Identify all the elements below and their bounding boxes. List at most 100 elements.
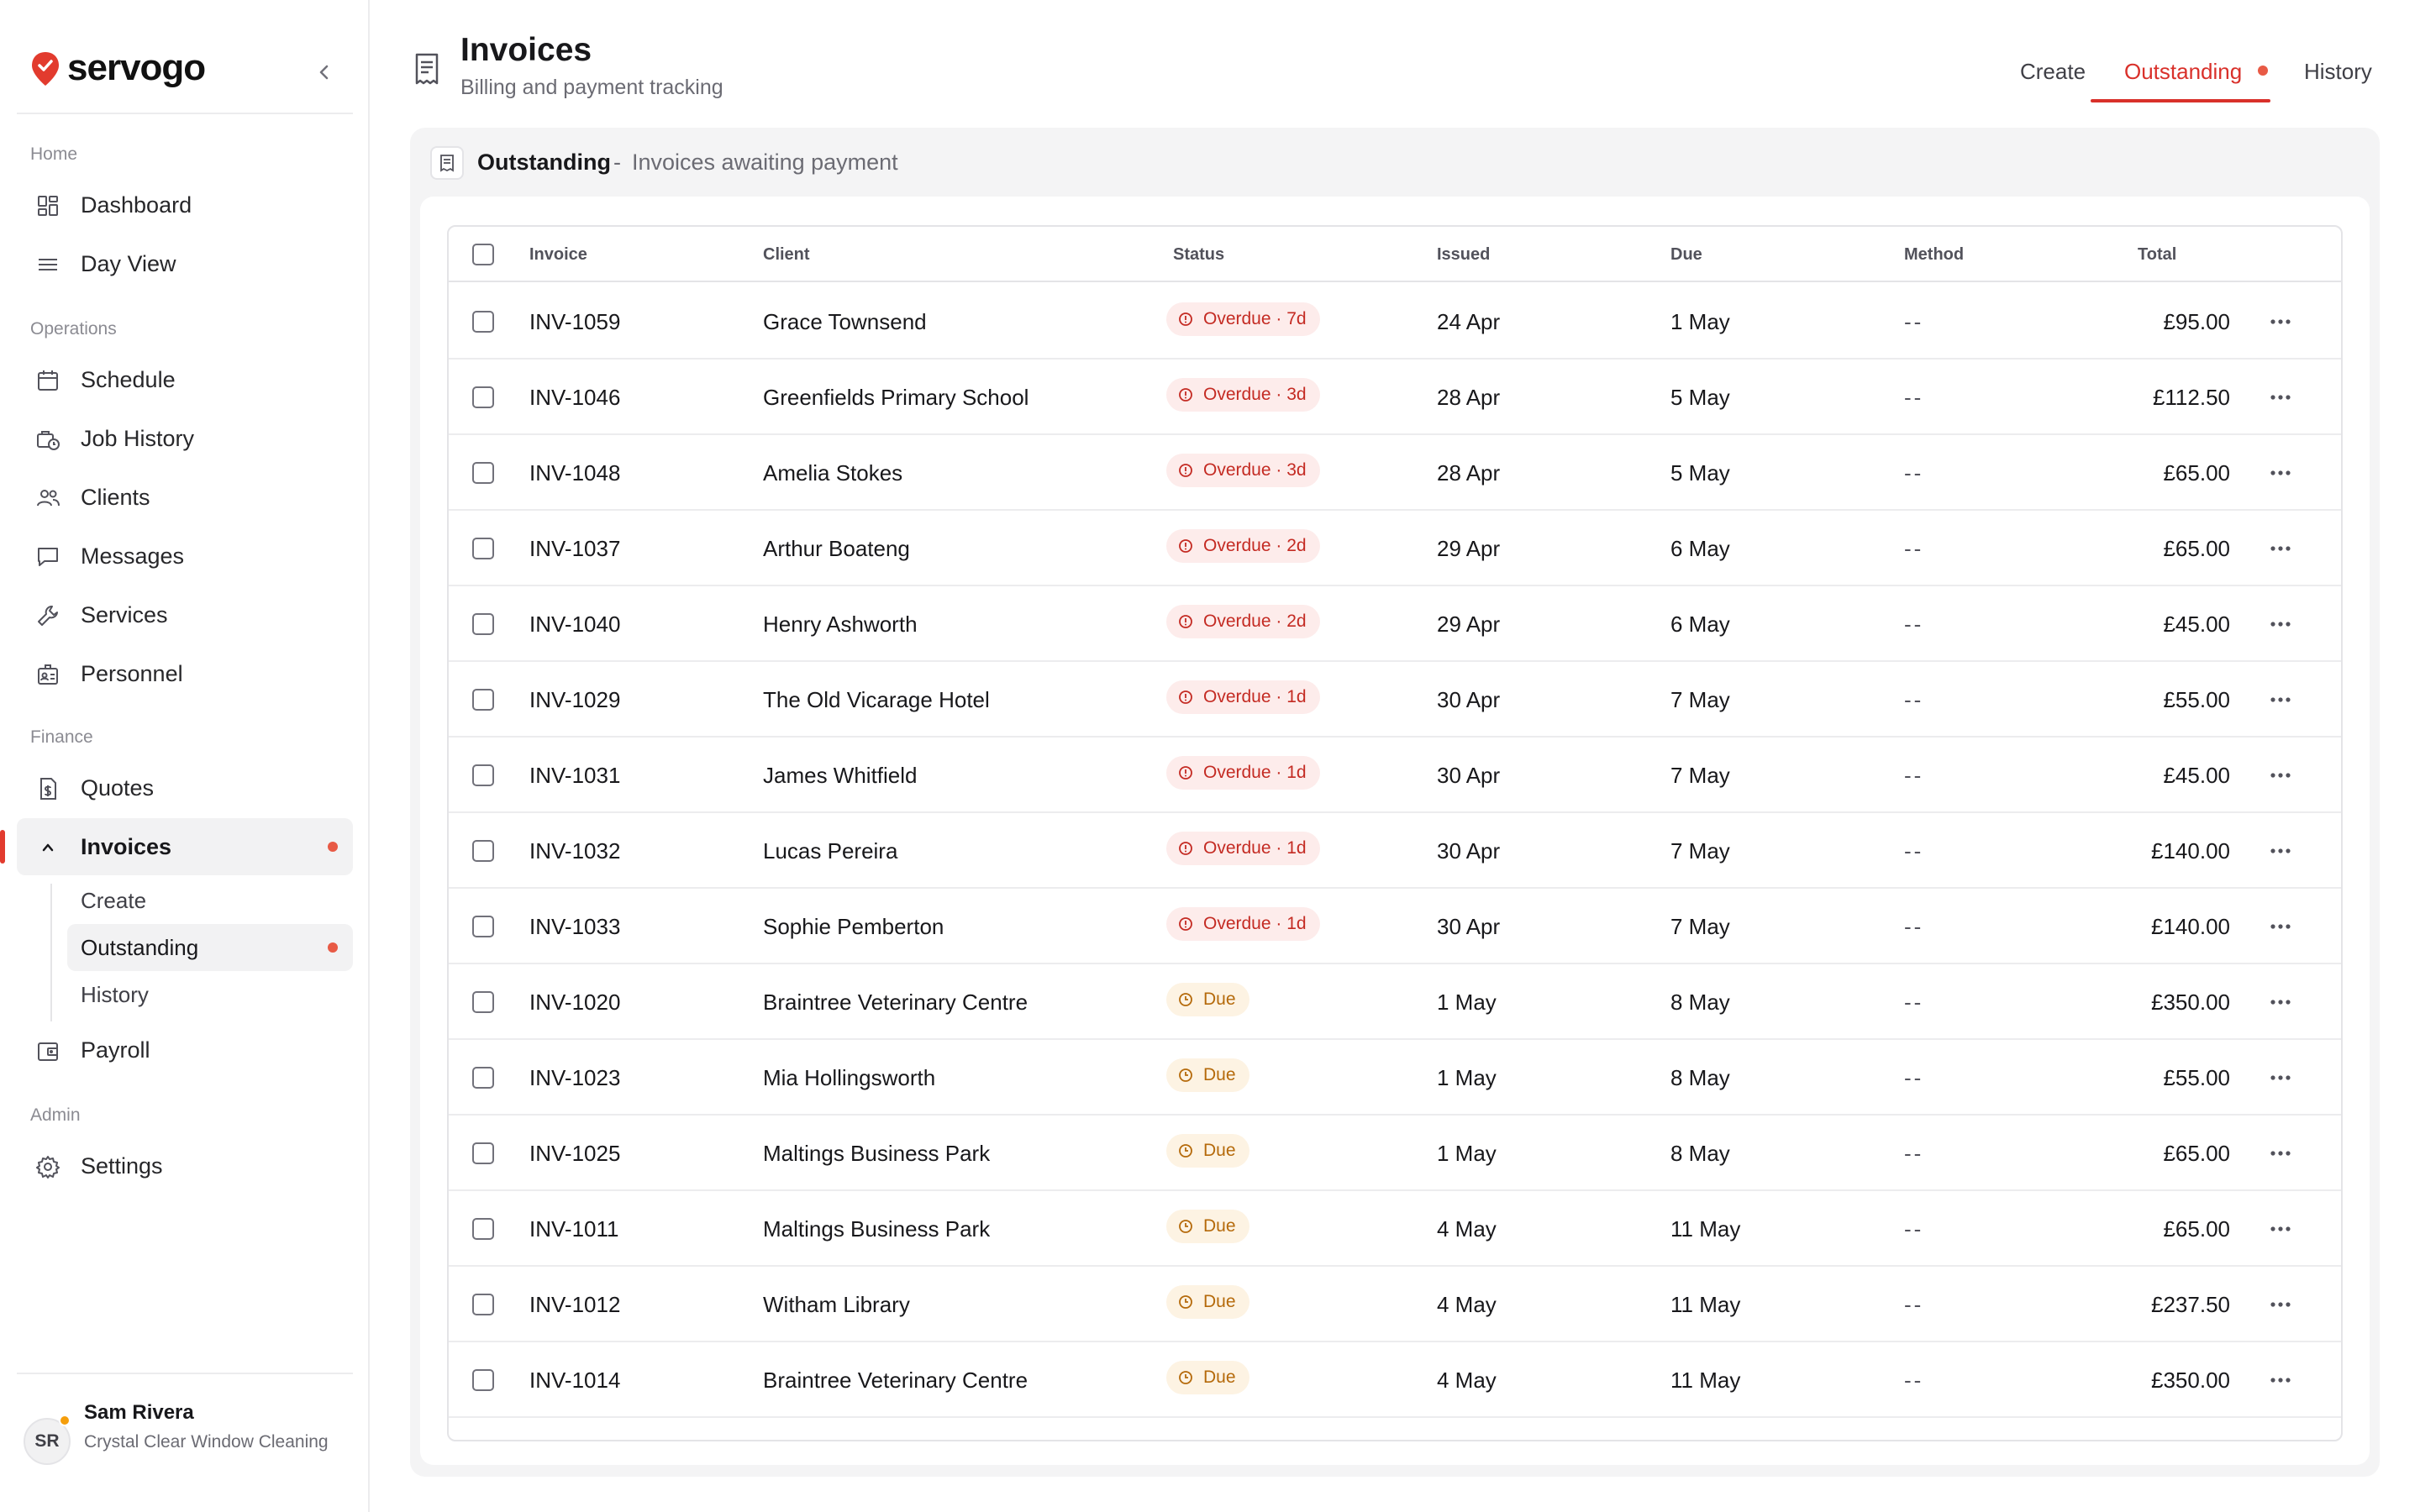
submenu-item-create[interactable]: Create: [67, 877, 353, 924]
sidebar-item-settings[interactable]: Settings: [17, 1137, 353, 1194]
invoice-number[interactable]: INV-1031: [529, 763, 621, 788]
invoice-number[interactable]: INV-1029: [529, 687, 621, 712]
table-row[interactable]: INV-1037 Arthur Boateng Overdue · 2d 29 Apr…: [449, 511, 2341, 586]
submenu-item-outstanding[interactable]: Outstanding: [67, 924, 353, 971]
row-checkbox[interactable]: [472, 1218, 494, 1240]
tab-history[interactable]: History: [2304, 59, 2372, 84]
invoice-number[interactable]: INV-1020: [529, 990, 621, 1015]
row-actions-button[interactable]: [2264, 309, 2297, 334]
row-actions-button[interactable]: [2264, 460, 2297, 486]
row-checkbox[interactable]: [472, 764, 494, 786]
submenu-item-history[interactable]: History: [67, 971, 353, 1018]
column-header-total[interactable]: Total: [2138, 245, 2177, 264]
row-checkbox[interactable]: [472, 1369, 494, 1391]
row-actions-button[interactable]: [2264, 838, 2297, 864]
table-row[interactable]: INV-1046 Greenfields Primary School Overdu…: [449, 360, 2341, 435]
row-actions-button[interactable]: [2264, 1368, 2297, 1393]
column-header-method[interactable]: Method: [1904, 245, 1965, 264]
row-actions-button[interactable]: [2264, 1216, 2297, 1242]
table-row[interactable]: INV-1029 The Old Vicarage Hotel Overdue · …: [449, 662, 2341, 738]
select-all-checkbox[interactable]: [472, 244, 494, 265]
invoice-number[interactable]: INV-1046: [529, 385, 621, 410]
invoice-number[interactable]: INV-1014: [529, 1368, 621, 1393]
sidebar-item-services[interactable]: Services: [17, 586, 353, 643]
table-row[interactable]: INV-1014 Braintree Veterinary Centre Due 4 …: [449, 1342, 2341, 1418]
sidebar-item-dashboard[interactable]: Dashboard: [17, 176, 353, 234]
column-header-issued[interactable]: Issued: [1437, 245, 1491, 264]
invoice-number[interactable]: INV-1048: [529, 460, 621, 486]
table-row[interactable]: INV-1031 James Whitfield Overdue · 1d 30 Ap…: [449, 738, 2341, 813]
column-header-invoice[interactable]: Invoice: [529, 245, 587, 264]
row-actions-button[interactable]: [2264, 763, 2297, 788]
table-row[interactable]: INV-1011 Maltings Business Park Due 4 May 11…: [449, 1191, 2341, 1267]
tab-outstanding[interactable]: Outstanding: [2124, 59, 2269, 85]
payment-method: --: [1904, 838, 1924, 864]
invoice-total: £350.00: [2151, 1368, 2230, 1393]
column-header-due[interactable]: Due: [1670, 245, 1702, 264]
sidebar-item-day-view[interactable]: Day View: [17, 235, 353, 292]
table-row[interactable]: INV-1023 Mia Hollingsworth Due 1 May 8 May --…: [449, 1040, 2341, 1116]
column-header-client[interactable]: Client: [763, 245, 810, 264]
status-text: Due: [1203, 1065, 1236, 1084]
sidebar-item-payroll[interactable]: Payroll: [17, 1021, 353, 1079]
invoice-number[interactable]: INV-1040: [529, 612, 621, 637]
client-name: Braintree Veterinary Centre: [763, 990, 1028, 1015]
row-actions-button[interactable]: [2264, 687, 2297, 712]
sidebar-item-quotes[interactable]: Quotes: [17, 759, 353, 816]
row-actions-button[interactable]: [2264, 385, 2297, 410]
sidebar-item-job-history[interactable]: Job History: [17, 410, 353, 467]
alert-circle-icon: [1179, 842, 1192, 855]
invoice-number[interactable]: INV-1033: [529, 914, 621, 939]
row-actions-button[interactable]: [2264, 914, 2297, 939]
invoice-number[interactable]: INV-1011: [529, 1216, 619, 1242]
status-text: Due: [1203, 990, 1236, 1009]
row-checkbox[interactable]: [472, 916, 494, 937]
table-row[interactable]: INV-1025 Maltings Business Park Due 1 May 8 …: [449, 1116, 2341, 1191]
row-actions-button[interactable]: [2264, 1141, 2297, 1166]
row-actions-button[interactable]: [2264, 990, 2297, 1015]
table-row[interactable]: INV-1020 Braintree Veterinary Centre Due 1 …: [449, 964, 2341, 1040]
row-actions-button[interactable]: [2264, 536, 2297, 561]
row-checkbox[interactable]: [472, 311, 494, 333]
sidebar-item-invoices[interactable]: Invoices: [0, 818, 353, 875]
sidebar-item-messages[interactable]: Messages: [17, 528, 353, 585]
invoice-number[interactable]: INV-1037: [529, 536, 621, 561]
table-row[interactable]: INV-1012 Witham Library Due 4 May 11 May -- £2…: [449, 1267, 2341, 1342]
invoice-number[interactable]: INV-1059: [529, 309, 621, 334]
row-checkbox[interactable]: [472, 1067, 494, 1089]
payment-method: --: [1904, 990, 1924, 1015]
alert-circle-icon: [1179, 615, 1192, 628]
row-actions-button[interactable]: [2264, 612, 2297, 637]
invoice-number[interactable]: INV-1023: [529, 1065, 621, 1090]
collapse-sidebar-button[interactable]: [308, 55, 341, 89]
invoice-total: £55.00: [2163, 687, 2230, 712]
table-row[interactable]: INV-1033 Sophie Pemberton Overdue · 1d 30 A…: [449, 889, 2341, 964]
sidebar-item-personnel[interactable]: Personnel: [17, 645, 353, 702]
row-checkbox[interactable]: [472, 840, 494, 862]
row-checkbox[interactable]: [472, 1142, 494, 1164]
invoice-number[interactable]: INV-1012: [529, 1292, 621, 1317]
row-actions-button[interactable]: [2264, 1065, 2297, 1090]
invoice-total: £112.50: [2152, 385, 2230, 410]
invoice-number[interactable]: INV-1025: [529, 1141, 621, 1166]
table-row[interactable]: INV-1040 Henry Ashworth Overdue · 2d 29 Apr…: [449, 586, 2341, 662]
row-checkbox[interactable]: [472, 991, 494, 1013]
payment-method: --: [1904, 1141, 1924, 1166]
row-checkbox[interactable]: [472, 613, 494, 635]
row-checkbox[interactable]: [472, 689, 494, 711]
invoice-total: £237.50: [2151, 1292, 2230, 1317]
table-row[interactable]: INV-1059 Grace Townsend Overdue · 7d 24 Apr…: [449, 284, 2341, 360]
payment-method: --: [1904, 385, 1924, 410]
row-checkbox[interactable]: [472, 386, 494, 408]
row-checkbox[interactable]: [472, 1294, 494, 1315]
row-checkbox[interactable]: [472, 538, 494, 559]
tab-create[interactable]: Create: [2020, 59, 2086, 84]
column-header-status[interactable]: Status: [1173, 245, 1225, 264]
row-checkbox[interactable]: [472, 462, 494, 484]
table-row[interactable]: INV-1032 Lucas Pereira Overdue · 1d 30 Apr 7…: [449, 813, 2341, 889]
table-row[interactable]: INV-1048 Amelia Stokes Overdue · 3d 28 Apr 5…: [449, 435, 2341, 511]
row-actions-button[interactable]: [2264, 1292, 2297, 1317]
sidebar-item-schedule[interactable]: Schedule: [17, 351, 353, 408]
sidebar-item-clients[interactable]: Clients: [17, 469, 353, 526]
invoice-number[interactable]: INV-1032: [529, 838, 621, 864]
